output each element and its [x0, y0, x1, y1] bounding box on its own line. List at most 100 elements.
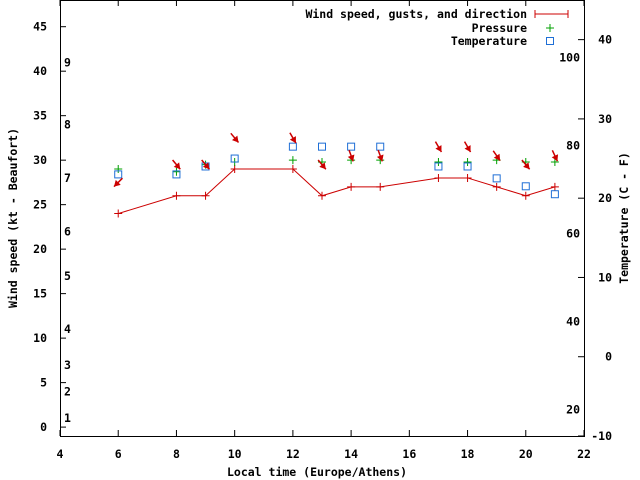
- wind-speed-point: [521, 191, 530, 200]
- y-tick-label: 20: [33, 242, 47, 256]
- wind-direction-arrow-head: [202, 162, 210, 170]
- temperature-point: [230, 154, 239, 163]
- fahrenheit-tick-label: 40: [566, 314, 580, 328]
- wind-direction-arrow: [492, 150, 501, 162]
- wind-speed-point: [463, 173, 472, 182]
- y2-tick-label: 0: [605, 350, 612, 364]
- temperature-point: [463, 162, 472, 171]
- pressure-point: [434, 157, 443, 166]
- x-tick-label: 14: [344, 447, 358, 461]
- legend-swatch-pressure: [546, 24, 554, 32]
- legend-label: Wind speed, gusts, and direction: [305, 7, 527, 21]
- wind-direction-arrow-head: [493, 153, 501, 161]
- plot-frame: [60, 0, 585, 437]
- y-tick-label: 30: [33, 153, 47, 167]
- y2-tick-label: 40: [598, 33, 612, 47]
- y-tick-label: 5: [40, 376, 47, 390]
- y2-tick-label: 30: [598, 112, 612, 126]
- x-tick-label: 16: [402, 447, 416, 461]
- wind-direction-arrow-head: [289, 136, 296, 144]
- wind-direction-arrow-head: [113, 179, 121, 187]
- wind-direction-arrow: [463, 141, 472, 153]
- y-tick-label: 25: [33, 198, 47, 212]
- wind-direction-arrow-head: [435, 145, 442, 153]
- pressure-point: [172, 167, 181, 176]
- temperature-point: [434, 162, 443, 171]
- legend-label: Temperature: [451, 34, 527, 48]
- y-axis-title-left: Wind speed (kt - Beaufort): [6, 128, 20, 308]
- x-tick-label: 10: [228, 447, 242, 461]
- beaufort-tick-label: 9: [64, 55, 71, 69]
- wind-speed-point: [434, 173, 443, 182]
- axes: 4 6 8 10 12 14 16 18 20 2205101520253035404512345…: [33, 0, 612, 461]
- temperature-point: [521, 182, 530, 191]
- temperature-point: [492, 174, 501, 183]
- beaufort-tick-label: 3: [64, 358, 71, 372]
- wind-direction-arrow: [289, 132, 297, 144]
- legend-label: Pressure: [472, 21, 527, 35]
- wind-direction-arrow: [376, 149, 384, 162]
- x-tick-label: 20: [519, 447, 533, 461]
- y-tick-label: 10: [33, 331, 47, 345]
- wind-direction-arrow: [230, 132, 240, 143]
- wind-direction-arrow-head: [347, 154, 355, 162]
- beaufort-tick-label: 7: [64, 171, 71, 185]
- wind-direction-arrow: [113, 177, 123, 188]
- pressure-point: [463, 157, 472, 166]
- temperature-point: [201, 162, 210, 171]
- temperature-point: [376, 142, 385, 151]
- wind-direction-arrow: [201, 159, 210, 170]
- fahrenheit-tick-label: 80: [566, 138, 580, 152]
- y2-tick-label: -10: [591, 429, 612, 443]
- wind-direction-arrow-head: [551, 154, 559, 162]
- y-tick-label: 15: [33, 287, 47, 301]
- legend-swatch-temperature: [546, 37, 554, 45]
- x-tick-label: 8: [173, 447, 180, 461]
- wind-speed-point: [376, 182, 385, 191]
- wind-direction-arrow: [434, 141, 443, 153]
- wind-speed-point: [114, 209, 123, 218]
- wind-direction-arrow-head: [231, 135, 239, 143]
- wind-speed-point: [318, 191, 326, 200]
- legend: Wind speed, gusts, and directionPressure…: [305, 7, 569, 48]
- series-layer: [113, 132, 559, 218]
- wind-speed-point: [288, 165, 297, 174]
- wind-direction-arrow-head: [376, 154, 384, 162]
- wind-speed-point: [230, 165, 239, 174]
- wind-direction-arrow: [317, 159, 327, 170]
- pressure-point: [114, 165, 123, 174]
- y-axis-title-right: Temperature (C - F): [617, 152, 631, 284]
- x-tick-label: 18: [461, 447, 475, 461]
- wind-direction-arrow: [172, 159, 181, 170]
- wind-speed-point: [550, 182, 559, 191]
- wind-speed-line: [118, 168, 556, 215]
- temperature-point: [172, 170, 181, 179]
- fahrenheit-tick-label: 60: [566, 226, 580, 240]
- beaufort-tick-label: 4: [64, 322, 71, 336]
- fahrenheit-tick-label: 20: [566, 403, 580, 417]
- y-tick-label: 0: [40, 420, 47, 434]
- wind-direction-arrow-head: [319, 162, 326, 170]
- y2-tick-label: 20: [598, 191, 612, 205]
- wind-direction-arrow: [551, 149, 559, 162]
- fahrenheit-tick-label: 100: [559, 50, 580, 64]
- wind-direction-arrow-head: [523, 162, 530, 170]
- wind-speed-point: [201, 191, 210, 200]
- temperature-point: [114, 170, 123, 179]
- temperature-point: [550, 190, 559, 199]
- beaufort-tick-label: 2: [64, 385, 71, 399]
- y2-tick-label: 10: [598, 270, 612, 284]
- wind-direction-arrow-head: [173, 162, 181, 170]
- y-tick-label: 35: [33, 109, 47, 123]
- wind-speed-point: [347, 182, 356, 191]
- wind-direction-arrow: [521, 159, 531, 170]
- wind-direction-arrow: [347, 149, 355, 162]
- x-tick-label: 22: [577, 447, 591, 461]
- temperature-point: [288, 142, 297, 151]
- beaufort-tick-label: 6: [64, 224, 71, 238]
- x-axis-title: Local time (Europe/Athens): [227, 465, 407, 479]
- beaufort-tick-label: 8: [64, 118, 71, 132]
- y-tick-label: 40: [33, 64, 47, 78]
- y-tick-label: 45: [33, 20, 47, 34]
